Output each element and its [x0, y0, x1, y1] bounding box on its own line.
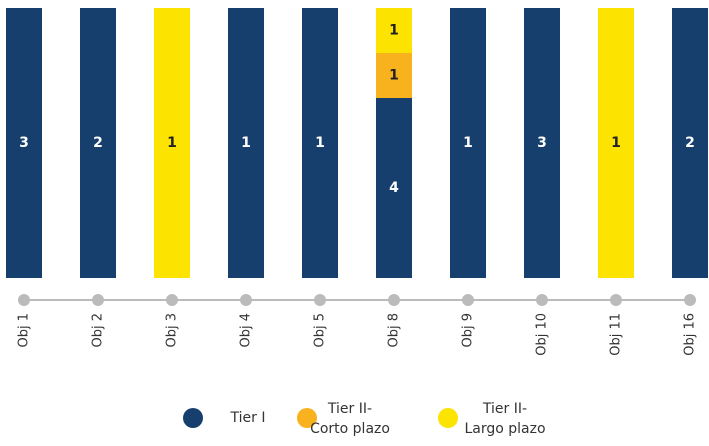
value-label: 1 [241, 135, 251, 151]
value-label: 2 [93, 135, 103, 151]
x-tick-label: Obj 2 [91, 313, 106, 348]
legend-label: Tier II- Largo plazo [464, 401, 545, 437]
x-tick-label: Obj 5 [313, 313, 328, 348]
x-tick-label: Obj 3 [165, 313, 180, 348]
bar-segment [376, 8, 412, 53]
value-label: 3 [537, 135, 547, 151]
value-label: 1 [611, 135, 621, 151]
x-tick-label: Obj 1 [17, 313, 32, 348]
value-label: 1 [167, 135, 177, 151]
axis-dot [92, 294, 104, 306]
bar-segment [524, 8, 560, 278]
bar-segment [80, 8, 116, 278]
x-tick-label: Obj 9 [461, 313, 476, 348]
value-label: 2 [685, 135, 695, 151]
value-label: 1 [389, 23, 399, 39]
axis-dot [18, 294, 30, 306]
bar-segment [598, 8, 634, 278]
axis-dot [166, 294, 178, 306]
bar-segment [228, 8, 264, 278]
legend-label-line: Tier II- [482, 401, 527, 417]
value-label: 1 [463, 135, 473, 151]
x-tick-label: Obj 8 [387, 313, 402, 348]
axis-dot [610, 294, 622, 306]
value-label: 4 [389, 180, 399, 196]
legend-label: Tier I [230, 410, 266, 426]
bar-segment [154, 8, 190, 278]
x-tick-label: Obj 16 [683, 313, 698, 356]
axis-dot [536, 294, 548, 306]
axis-dot [462, 294, 474, 306]
bar-segment [672, 8, 708, 278]
legend-label: Tier II- Corto plazo [310, 401, 390, 437]
bar-segment [376, 53, 412, 98]
bar-segment [376, 98, 412, 278]
value-label: 3 [19, 135, 29, 151]
axis-dot [388, 294, 400, 306]
legend-label-line: Largo plazo [464, 421, 545, 437]
bar-segment [6, 8, 42, 278]
axis-dot [314, 294, 326, 306]
bar-segment [302, 8, 338, 278]
legend-marker [183, 408, 203, 428]
axis-dot [240, 294, 252, 306]
legend-label-line: Corto plazo [310, 421, 390, 437]
legend-label-line: Tier II- [327, 401, 372, 417]
x-tick-label: Obj 11 [609, 313, 624, 356]
bar-segment [450, 8, 486, 278]
axis-dot [684, 294, 696, 306]
legend-marker [297, 408, 317, 428]
x-tick-label: Obj 4 [239, 313, 254, 348]
legend-marker [438, 408, 458, 428]
value-label: 1 [315, 135, 325, 151]
x-tick-label: Obj 10 [535, 313, 550, 356]
value-label: 1 [389, 68, 399, 84]
